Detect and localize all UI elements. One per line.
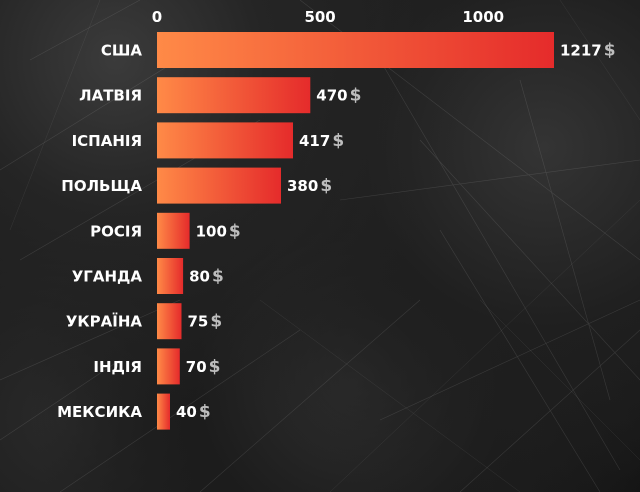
x-axis-ticks: 0 500 1000 <box>152 8 504 26</box>
value-number: 70 <box>186 358 207 376</box>
value-unit: $ <box>210 312 222 332</box>
bar <box>157 212 190 249</box>
bar <box>157 77 311 114</box>
bar <box>157 303 182 340</box>
category-label: УКРАЇНА <box>66 312 143 331</box>
category-label: ІНДІЯ <box>93 358 142 376</box>
value-number: 470 <box>316 87 347 105</box>
value-unit: $ <box>320 176 332 196</box>
category-label: РОСІЯ <box>90 222 142 240</box>
value-unit: $ <box>604 41 616 61</box>
value-label: 1217 $ <box>560 41 616 61</box>
x-tick-label: 500 <box>304 8 335 26</box>
category-label: ПОЛЬЩА <box>61 177 142 195</box>
value-label: 75 $ <box>188 312 223 332</box>
category-label: ЛАТВІЯ <box>79 87 142 105</box>
value-label: 100 $ <box>196 221 241 241</box>
category-label: ІСПАНІЯ <box>72 132 142 150</box>
value-label: 40 $ <box>176 402 211 422</box>
category-label: МЕКСИКА <box>57 403 142 421</box>
value-unit: $ <box>199 402 211 422</box>
value-number: 80 <box>189 268 210 286</box>
value-unit: $ <box>350 86 362 106</box>
value-label: 470 $ <box>316 86 361 106</box>
value-label: 417 $ <box>299 131 344 151</box>
value-label: 70 $ <box>186 357 221 377</box>
bar <box>157 167 281 204</box>
category-label: УГАНДА <box>72 268 143 286</box>
value-unit: $ <box>209 357 221 377</box>
value-number: 100 <box>196 222 227 240</box>
bar <box>157 32 554 68</box>
x-tick-label: 1000 <box>462 8 504 26</box>
value-number: 75 <box>188 313 209 331</box>
bars-group <box>157 32 554 430</box>
category-label: США <box>101 42 143 60</box>
value-number: 1217 <box>560 42 602 60</box>
value-number: 417 <box>299 132 330 150</box>
bar <box>157 393 170 430</box>
value-label: 380 $ <box>287 176 332 196</box>
bar <box>157 258 184 294</box>
category-labels: США ЛАТВІЯ ІСПАНІЯ ПОЛЬЩА РОСІЯ УГАНДА УКРАЇНА… <box>57 42 142 422</box>
x-tick-label: 0 <box>152 8 162 26</box>
value-unit: $ <box>332 131 344 151</box>
value-unit: $ <box>212 267 224 287</box>
value-number: 380 <box>287 177 318 195</box>
value-label: 80 $ <box>189 267 224 287</box>
bar <box>157 122 293 159</box>
value-unit: $ <box>229 221 241 241</box>
bar <box>157 348 180 385</box>
value-labels: 1217 $470 $417 $380 $100 $80 $75 $70 $40 $ <box>176 41 616 423</box>
value-number: 40 <box>176 403 197 421</box>
